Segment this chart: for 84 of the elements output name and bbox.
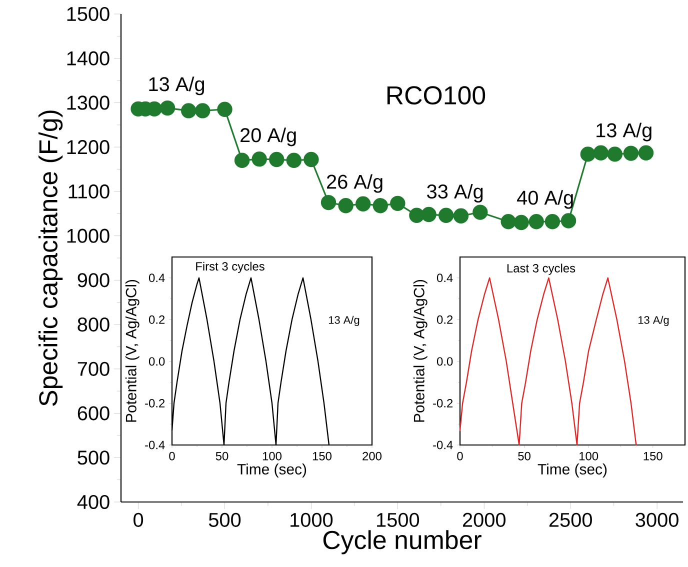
point	[286, 152, 302, 168]
y-tick-label: 800	[78, 317, 110, 332]
point	[217, 102, 232, 117]
y-tick-label: 0.0	[148, 357, 165, 366]
y-tick-label: 900	[78, 273, 110, 288]
point	[528, 214, 544, 230]
x-tick-label: 150	[644, 452, 662, 460]
point	[580, 146, 596, 162]
y-tick-label: -0.2	[145, 398, 165, 408]
point	[338, 198, 354, 214]
point	[390, 196, 406, 212]
x-tick-label: 0	[134, 512, 144, 527]
point	[195, 103, 210, 118]
point	[320, 194, 336, 210]
point	[638, 145, 654, 160]
y-tick-label: 0.4	[148, 274, 165, 282]
annotation: 20 A/g	[240, 128, 296, 146]
annotation: 13 A/g	[149, 76, 204, 96]
point	[409, 208, 424, 224]
point	[453, 208, 469, 224]
y-tick-label: 0.0	[436, 357, 453, 366]
x-tick-label: 500	[208, 512, 241, 527]
y-axis-title: Specific capacitance (F/g)	[38, 110, 63, 406]
y-tick-label: 600	[78, 406, 110, 420]
x-tick-label: 50	[518, 452, 530, 460]
x-axis-title: Cycle number	[323, 530, 482, 554]
y-tick-label: 1300	[67, 96, 110, 110]
point	[438, 208, 454, 224]
x-tick-label: 1500	[377, 512, 420, 527]
y-tick-label: 0.2	[148, 315, 165, 324]
x-tick-label: 1000	[290, 512, 333, 527]
y-axis-title: Potential (V, Ag/AgCl)	[413, 280, 428, 422]
x-axis-title: Time (sec)	[237, 464, 306, 478]
text: Last 3 cycles	[507, 264, 576, 275]
y-tick-label: -0.2	[433, 398, 453, 408]
point	[252, 151, 267, 167]
y-tick-label: 0.4	[436, 274, 453, 282]
annotation: 13 A/g	[328, 316, 360, 326]
point	[623, 146, 639, 161]
point	[160, 100, 176, 116]
point	[355, 196, 371, 212]
annotation: 13 A/g	[638, 316, 669, 326]
point	[181, 103, 196, 118]
y-tick-label: -0.4	[433, 440, 453, 450]
point	[372, 198, 388, 214]
y-tick-label: 1500	[67, 6, 110, 22]
chart-title: First 3 cycles	[196, 262, 264, 273]
annotation: 40 A/g	[517, 190, 573, 209]
y-axis-title: Potential (V, Ag/AgCl)	[125, 280, 140, 422]
x-tick-label: 200	[362, 452, 382, 460]
point	[500, 214, 516, 230]
y-tick-label: 0.2	[436, 315, 453, 324]
point	[269, 152, 284, 168]
y-tick-label: 1400	[67, 51, 110, 66]
annotation: 13 A/g	[596, 122, 652, 142]
x-tick-label: 100	[580, 452, 598, 460]
annotation: 33 A/g	[427, 184, 483, 203]
point	[234, 152, 250, 168]
y-tick-label: 1000	[67, 228, 110, 243]
x-tick-label: 0	[169, 452, 175, 460]
point	[560, 213, 576, 228]
point	[304, 152, 319, 168]
x-tick-label: 2000	[462, 512, 506, 527]
x-tick-label: 50	[216, 452, 228, 460]
point	[472, 204, 488, 220]
point	[544, 214, 560, 230]
x-tick-label: 150	[312, 452, 332, 460]
point	[514, 214, 529, 230]
x-tick-label: 2500	[549, 512, 592, 527]
point	[421, 206, 436, 222]
x-axis-title: Time (sec)	[538, 464, 607, 478]
y-tick-label: 700	[78, 362, 110, 376]
x-tick-label: 0	[457, 452, 463, 460]
line-series	[459, 277, 637, 446]
y-tick-label: 400	[77, 494, 110, 510]
y-tick-label: 1100	[68, 184, 110, 198]
x-tick-label: 100	[262, 452, 282, 460]
text: RCO100	[387, 86, 486, 105]
point	[607, 146, 622, 162]
y-tick-label: 1200	[67, 140, 110, 154]
point	[593, 145, 608, 160]
annotation: 26 A/g	[327, 174, 382, 193]
x-tick-label: 3000	[636, 512, 678, 527]
y-tick-label: -0.4	[145, 440, 165, 450]
